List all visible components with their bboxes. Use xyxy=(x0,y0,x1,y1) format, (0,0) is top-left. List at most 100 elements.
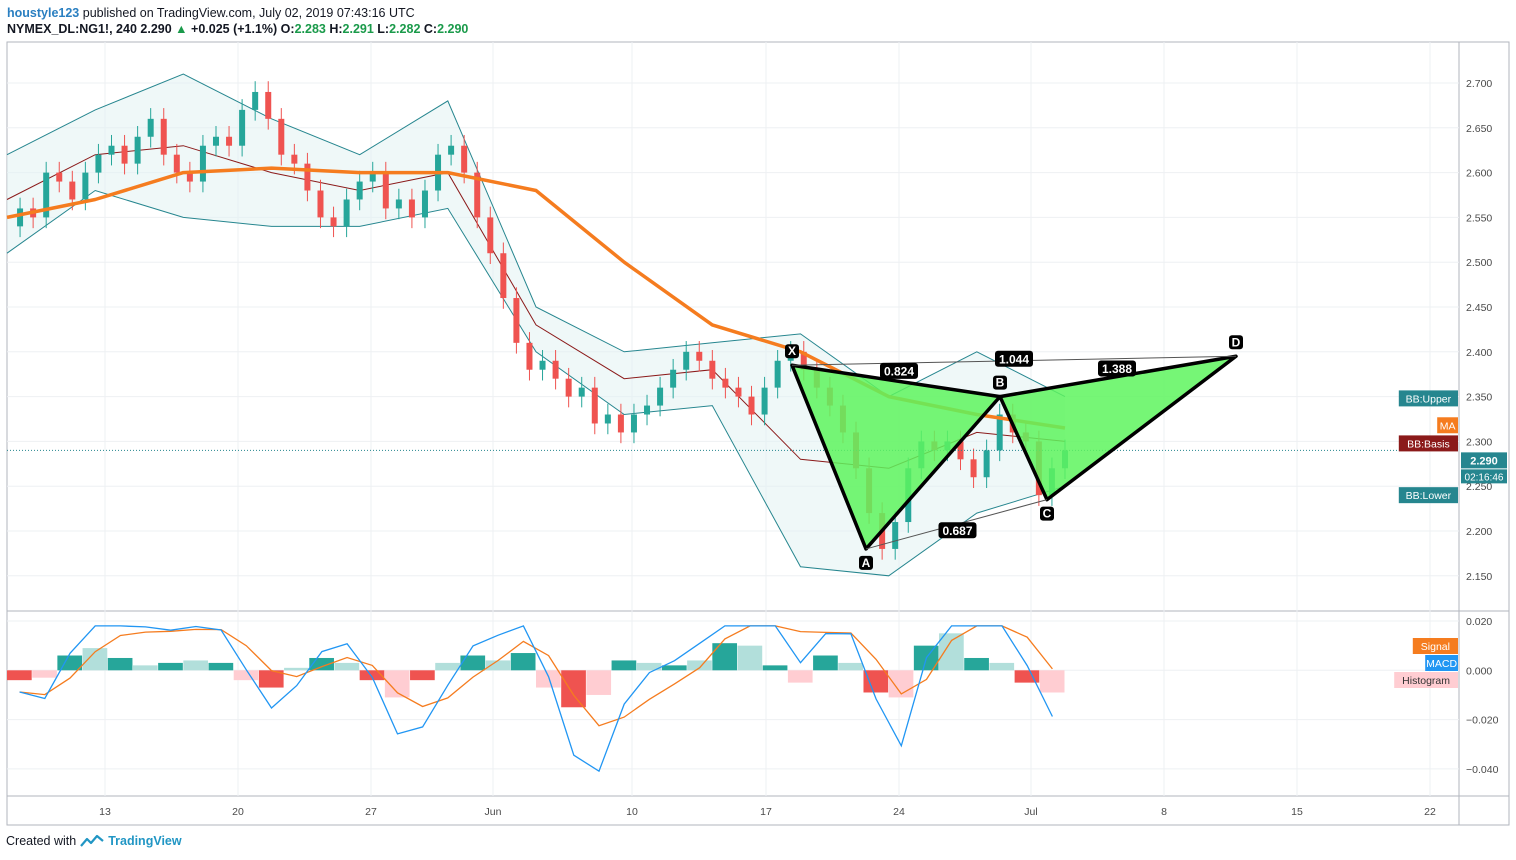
pattern-bcd xyxy=(998,354,1238,502)
time-tick-label: 22 xyxy=(1424,806,1436,818)
histogram-bar xyxy=(359,670,385,681)
macd-tag-label: Histogram xyxy=(1402,675,1450,687)
candle-body xyxy=(199,145,206,182)
candle-body xyxy=(996,414,1003,451)
pattern-point-bg xyxy=(1040,506,1054,521)
histogram-bar xyxy=(989,662,1015,671)
harmonic-pattern[interactable]: 0.824 1.044 1.388 0.687 X A B C D xyxy=(785,335,1243,570)
candle-body xyxy=(970,459,977,478)
footer-text: Created with xyxy=(6,834,77,848)
candle-body xyxy=(604,414,611,424)
low-label: L: xyxy=(377,22,390,36)
ratio-label-bg xyxy=(880,362,918,379)
candle-body xyxy=(82,172,89,200)
candle-body xyxy=(513,298,520,343)
close-label: C: xyxy=(423,22,438,36)
candle-body xyxy=(539,360,546,370)
candle-body xyxy=(552,360,559,379)
histogram-bar xyxy=(561,670,586,708)
publish-line: houstyle123 published on TradingView.com… xyxy=(7,5,468,21)
open-value: 2.283 xyxy=(294,22,326,36)
histogram-bar xyxy=(435,662,460,671)
macd-pane: Signal MACD Histogram xyxy=(7,625,1458,773)
candle-body xyxy=(892,522,899,549)
candle-body xyxy=(252,91,259,110)
footer-brand[interactable]: TradingView xyxy=(108,834,182,848)
candle-body xyxy=(448,145,455,155)
candle-body xyxy=(395,199,402,209)
candle-body xyxy=(957,441,964,460)
candle-body xyxy=(304,163,311,191)
histogram-bar xyxy=(712,643,738,671)
candle-body xyxy=(735,387,742,397)
open-label: O: xyxy=(280,22,295,36)
candle-body xyxy=(382,172,389,209)
candle-body xyxy=(630,414,637,433)
price-tick-label: 2.250 xyxy=(1466,481,1492,493)
histogram-bar xyxy=(939,633,964,671)
histogram-bar xyxy=(813,655,838,671)
histogram-bar xyxy=(132,665,158,671)
candle-body xyxy=(134,136,141,164)
price-tick-label: 2.150 xyxy=(1466,571,1492,583)
histogram-bar xyxy=(233,670,259,681)
histogram-bar xyxy=(737,645,763,671)
histogram-bar xyxy=(611,660,637,671)
price-tick-label: 2.450 xyxy=(1466,302,1492,314)
macd-tick-label: −0.040 xyxy=(1466,764,1499,776)
candle-body xyxy=(474,172,481,218)
candle-body xyxy=(160,118,167,155)
candle-body xyxy=(709,360,716,379)
ohlc-line: NYMEX_DL:NG1!, 240 2.290 ▲ +0.025 (+1.1%… xyxy=(7,21,468,37)
histogram-bar xyxy=(838,662,863,671)
last-price: 2.290 xyxy=(140,22,172,36)
macd-tag-bg xyxy=(1412,638,1458,654)
histogram-bar xyxy=(410,670,435,681)
publish-info: published on TradingView.com, July 02, 2… xyxy=(82,6,415,20)
time-tick-label: 20 xyxy=(232,806,244,818)
candle-body xyxy=(617,414,624,433)
time-axis: 13 20 27 Jun 10 17 24 Jul 8 15 22 xyxy=(99,806,1436,818)
author-link[interactable]: houstyle123 xyxy=(7,6,80,20)
bb-lower-line xyxy=(6,189,1066,577)
histogram-bar xyxy=(107,657,133,671)
macd-line xyxy=(19,625,1053,773)
candle-body xyxy=(748,396,755,415)
histogram-bar xyxy=(687,660,712,671)
candle-body xyxy=(500,253,507,299)
histogram-bar xyxy=(762,665,788,671)
candle-body xyxy=(696,351,703,361)
footer: Created with TradingView xyxy=(6,834,182,848)
candle-body xyxy=(774,360,781,388)
candle-body xyxy=(983,450,990,478)
ratio-label: 0.824 xyxy=(884,364,914,378)
pattern-point-bg xyxy=(993,375,1007,390)
time-tick-label: 13 xyxy=(99,806,111,818)
candle-body xyxy=(226,136,233,146)
close-value: 2.290 xyxy=(437,22,469,36)
symbol-label: NYMEX_DL:NG1!, 240 xyxy=(7,22,137,36)
time-tick-label: 10 xyxy=(626,806,638,818)
countdown-tag-bg xyxy=(1461,469,1507,484)
histogram-bar xyxy=(460,655,486,671)
histogram-bar xyxy=(586,670,612,695)
price-tick-label: 2.700 xyxy=(1466,78,1492,90)
time-tick-label: 27 xyxy=(365,806,377,818)
histogram-bar xyxy=(536,670,561,688)
candle-body xyxy=(461,145,468,173)
candle-body xyxy=(17,208,24,227)
candle-body xyxy=(408,199,415,218)
price-tick-label: 2.550 xyxy=(1466,212,1492,224)
histogram-bar xyxy=(284,667,309,671)
time-tick-label: 17 xyxy=(760,806,772,818)
histogram-bar xyxy=(158,662,183,671)
last-price-tag: 2.290 xyxy=(1470,455,1498,467)
time-tick-label: Jul xyxy=(1024,806,1037,818)
price-change: +0.025 (+1.1%) xyxy=(191,22,278,36)
high-value: 2.291 xyxy=(342,22,374,36)
pattern-point-bg xyxy=(859,555,873,570)
candle-body xyxy=(291,154,298,164)
histogram-bar xyxy=(661,665,687,671)
indicator-tag-bg xyxy=(1398,435,1458,452)
